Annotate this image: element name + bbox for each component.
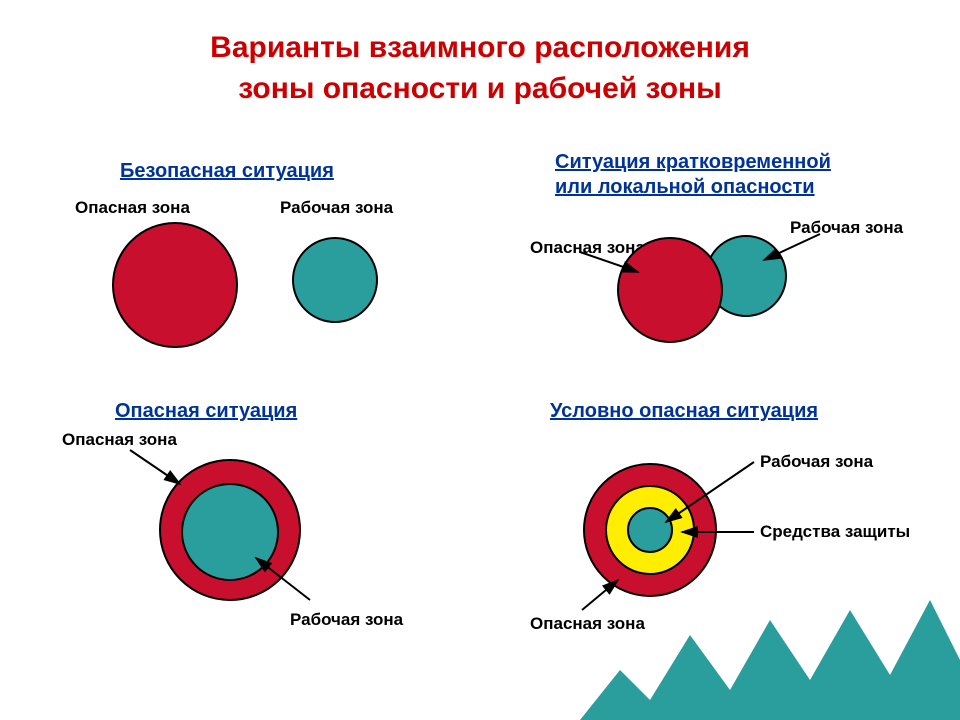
subtitle-short-l1: Ситуация кратковременной — [555, 151, 831, 173]
decor-mountains-icon — [580, 580, 960, 720]
circle-inner-work-icon — [182, 484, 278, 580]
arrow-danger-icon — [130, 450, 180, 484]
circle-work-icon — [293, 238, 377, 322]
title-line2: зоны опасности и рабочей зоны — [0, 69, 960, 110]
circle-inner-work-icon — [628, 508, 672, 552]
diagram-safe — [70, 185, 430, 355]
title-line1: Варианты взаимного расположения — [0, 28, 960, 69]
subtitle-short: Ситуация кратковременной или локальной о… — [555, 150, 831, 200]
subtitle-safe: Безопасная ситуация — [120, 160, 334, 183]
diagram-short — [520, 200, 920, 360]
diagram-danger — [60, 420, 440, 640]
circle-danger-icon — [113, 223, 237, 347]
circle-danger-icon — [618, 238, 722, 342]
subtitle-short-l2: или локальной опасности — [555, 176, 815, 198]
page-title: Варианты взаимного расположения зоны опа… — [0, 28, 960, 109]
